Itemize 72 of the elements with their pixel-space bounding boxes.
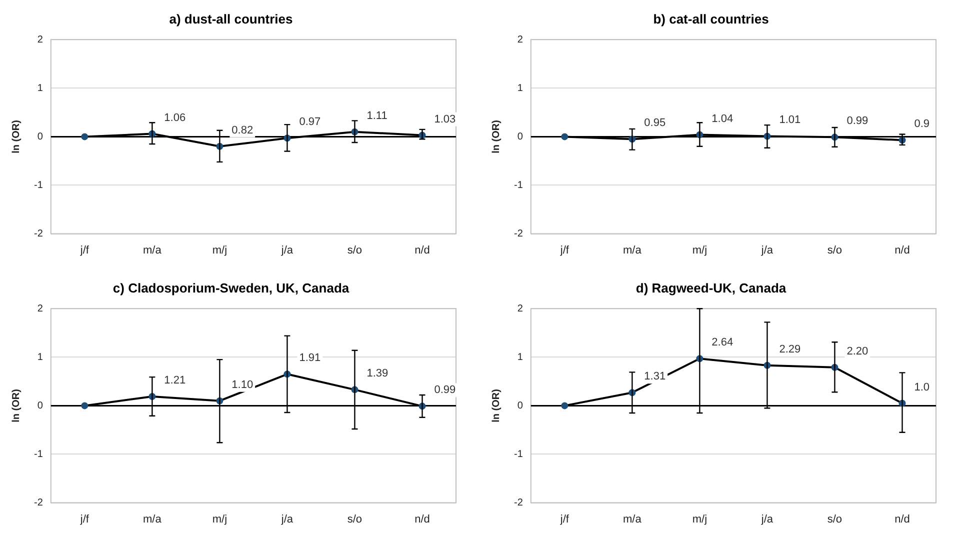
- annotation: 1.31: [644, 370, 666, 383]
- annotation: 1.39: [366, 368, 388, 380]
- x-tick-label: m/j: [692, 513, 708, 526]
- x-tick-label: m/a: [142, 513, 162, 526]
- y-tick-label: 2: [37, 303, 44, 314]
- annotation: 2.20: [846, 345, 868, 358]
- y-tick-label: -2: [34, 228, 44, 240]
- x-tick-label: j/f: [559, 244, 570, 256]
- x-tick-label: n/d: [894, 244, 910, 256]
- y-tick-label: -1: [34, 180, 44, 191]
- x-tick-label: s/o: [347, 244, 362, 256]
- y-tick-label: -1: [34, 449, 44, 460]
- y-tick-label: 1: [37, 352, 44, 363]
- annotation: 1.0: [914, 381, 930, 394]
- annotation: 1.10: [232, 378, 254, 391]
- annotation: 0.97: [299, 116, 321, 128]
- y-tick-label: 2: [37, 34, 44, 46]
- x-tick-label: s/o: [347, 513, 362, 526]
- x-tick-label: n/d: [894, 513, 910, 526]
- y-tick-label: 0: [37, 131, 44, 142]
- annotation: 1.21: [164, 374, 186, 387]
- y-tick-label: 1: [517, 352, 524, 363]
- x-tick-label: s/o: [827, 513, 842, 526]
- x-tick-label: j/a: [760, 244, 774, 256]
- annotation: 0.99: [434, 384, 456, 396]
- x-tick-label: n/d: [414, 244, 430, 256]
- y-tick-label: -1: [514, 180, 524, 191]
- y-tick-label: 2: [517, 34, 524, 46]
- x-tick-label: j/f: [559, 513, 570, 526]
- y-tick-label: 1: [517, 82, 524, 94]
- y-tick-label: -1: [514, 449, 524, 460]
- y-tick-label: 1: [37, 82, 44, 94]
- annotation: 2.29: [779, 343, 801, 356]
- y-tick-label: -2: [34, 498, 44, 509]
- annotation: 1.11: [366, 110, 388, 122]
- x-tick-label: j/f: [79, 513, 90, 526]
- chart-title: c) Cladosporium-Sweden, UK, Canada: [112, 280, 350, 296]
- annotation: 1.01: [779, 114, 801, 126]
- x-tick-label: j/f: [79, 244, 90, 256]
- x-tick-label: m/a: [142, 244, 162, 256]
- y-axis-title: ln (OR): [490, 120, 502, 154]
- annotation: 0.95: [644, 117, 666, 130]
- annotation: 0.9: [914, 118, 930, 130]
- x-tick-label: j/a: [280, 513, 294, 526]
- x-tick-label: m/j: [692, 244, 708, 256]
- x-tick-label: n/d: [414, 513, 430, 526]
- x-tick-label: m/j: [212, 513, 228, 526]
- annotation: 0.82: [232, 124, 254, 136]
- annotation: 1.03: [434, 113, 456, 126]
- chart-title: b) cat-all countries: [653, 11, 769, 26]
- y-axis-title: ln (OR): [10, 389, 22, 422]
- annotation: 2.64: [712, 336, 734, 349]
- y-axis-title: ln (OR): [490, 389, 502, 422]
- x-tick-label: s/o: [827, 244, 842, 256]
- annotation: 0.99: [846, 115, 868, 128]
- y-tick-label: 0: [517, 400, 524, 412]
- x-tick-label: m/j: [212, 244, 228, 256]
- x-tick-label: m/a: [622, 513, 642, 526]
- annotation: 1.91: [299, 352, 321, 364]
- x-tick-label: j/a: [760, 513, 774, 526]
- annotation: 1.04: [712, 112, 734, 125]
- x-tick-label: j/a: [280, 244, 294, 256]
- y-tick-label: 0: [37, 400, 44, 412]
- chart-title: a) dust-all countries: [169, 11, 293, 26]
- x-tick-label: m/a: [622, 244, 642, 256]
- annotation: 1.06: [164, 112, 186, 124]
- y-tick-label: -2: [514, 228, 524, 240]
- y-tick-label: -2: [514, 498, 524, 509]
- y-axis-title: ln (OR): [10, 120, 22, 154]
- y-tick-label: 2: [517, 303, 524, 314]
- chart-title: d) Ragweed-UK, Canada: [636, 280, 787, 296]
- y-tick-label: 0: [517, 131, 524, 142]
